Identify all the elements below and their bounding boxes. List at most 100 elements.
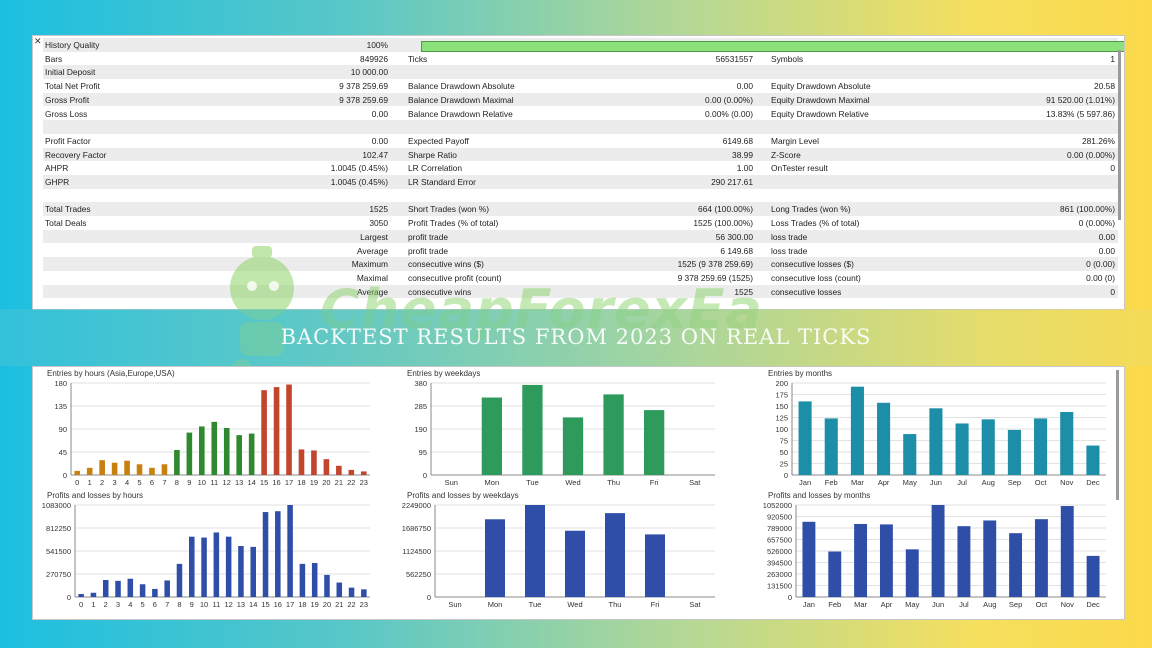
stat-value: Maximum	[351, 259, 388, 270]
x-tick-label: 0	[79, 600, 83, 609]
bar	[1060, 411, 1074, 475]
x-tick-label: 19	[310, 478, 318, 487]
stat-label: profit trade	[408, 231, 449, 242]
stat-value: 0.00	[736, 81, 753, 92]
y-tick-label: 135	[54, 402, 67, 411]
stat-value: 0.00 (0.00%)	[705, 94, 753, 105]
charts-panel: Entries by hours (Asia,Europe,USA) 0 45 90…	[32, 366, 1125, 620]
backtest-report-panel: ✕ History Quality 100% Bars 849926 Ticks 5653…	[32, 35, 1125, 310]
x-tick-label: Jul	[957, 478, 967, 487]
x-tick-label: 1	[91, 600, 95, 609]
x-tick-label: Oct	[1035, 478, 1048, 487]
x-tick-label: Oct	[1036, 600, 1049, 609]
stat-label: LR Standard Error	[408, 177, 476, 187]
bar	[361, 589, 367, 597]
bar	[236, 435, 242, 475]
bar	[481, 397, 502, 475]
stat-value: 0.00	[371, 135, 388, 146]
stat-label: Balance Drawdown Absolute	[408, 81, 515, 92]
stat-value: 0.00 (0.00%)	[1067, 149, 1115, 160]
x-tick-label: 23	[360, 478, 368, 487]
stat-value: 664 (100.00%)	[698, 204, 753, 215]
x-tick-label: 17	[285, 478, 293, 487]
stat-label: Gross Profit	[45, 94, 90, 105]
x-tick-label: 19	[311, 600, 319, 609]
stats-row: Profit Factor 0.00 Expected Payoff 6149.68 M…	[43, 134, 1118, 148]
stat-value: 0	[1110, 163, 1115, 174]
stat-label: Ticks	[408, 53, 428, 64]
bar	[174, 449, 180, 475]
x-tick-label: Sep	[1008, 478, 1021, 487]
bar	[1009, 533, 1023, 597]
y-tick-label: 180	[54, 379, 67, 388]
report-scrollbar[interactable]	[1118, 50, 1121, 220]
bar	[603, 394, 624, 475]
stat-label: Loss Trades (% of total)	[771, 218, 860, 229]
bar	[929, 408, 943, 475]
x-tick-label: Tue	[529, 600, 542, 609]
x-tick-label: 23	[360, 600, 368, 609]
bar	[981, 419, 995, 475]
bar	[854, 523, 868, 597]
stat-label: Balance Drawdown Maximal	[408, 94, 514, 105]
stat-value: 6 149.68	[720, 245, 753, 256]
bar	[161, 464, 168, 475]
y-tick-label: 1124500	[402, 547, 431, 556]
stat-value: Average	[356, 245, 388, 256]
y-tick-label: 175	[775, 391, 788, 400]
y-tick-label: 1686750	[402, 524, 431, 533]
chart-plot: 0 562250 1124500 1686750 2249000 Sun Mon Tue Wed…	[402, 501, 715, 609]
x-tick-label: 22	[347, 600, 355, 609]
bar	[248, 433, 255, 475]
stat-value: 1525 (9 378 259.69)	[677, 259, 753, 270]
stat-label: profit trade	[408, 245, 449, 256]
x-tick-label: 7	[162, 478, 166, 487]
y-tick-label: 125	[775, 414, 788, 423]
stat-value: 1.0045 (0.45%)	[330, 177, 388, 187]
bar	[983, 520, 997, 597]
y-tick-label: 45	[59, 448, 67, 457]
bar	[1034, 418, 1048, 475]
chart-plot: 0 95 190 285 380 Sun Mon Tue Wed Thu Fri Sat	[414, 379, 715, 487]
x-tick-label: Jan	[799, 478, 811, 487]
close-icon[interactable]: ✕	[34, 36, 42, 46]
x-tick-label: Mar	[851, 478, 864, 487]
bar	[828, 551, 842, 597]
y-tick-label: 90	[59, 425, 67, 434]
y-tick-label: 100	[775, 425, 788, 434]
x-tick-label: Sat	[689, 478, 701, 487]
bar	[1086, 445, 1100, 475]
x-tick-label: 13	[235, 478, 243, 487]
chart-profits-by-weekdays: Profits and losses by weekdays 0 562250 11…	[401, 491, 721, 611]
y-tick-label: 150	[775, 402, 788, 411]
x-tick-label: Sun	[445, 478, 458, 487]
x-tick-label: 20	[323, 600, 331, 609]
x-tick-label: 11	[212, 600, 220, 609]
y-tick-label: 394500	[767, 559, 792, 568]
stat-label: Balance Drawdown Relative	[408, 108, 513, 119]
bar	[1086, 555, 1100, 597]
x-tick-label: 0	[75, 478, 79, 487]
x-tick-label: Dec	[1086, 478, 1100, 487]
x-tick-label: 14	[247, 478, 255, 487]
stat-label: consecutive profit (count)	[408, 272, 502, 283]
x-tick-label: 8	[177, 600, 181, 609]
charts-scrollbar[interactable]	[1116, 370, 1119, 500]
stat-value: 1525 (100.00%)	[693, 218, 753, 229]
x-tick-label: 18	[298, 600, 306, 609]
x-tick-label: 17	[286, 600, 294, 609]
bar	[102, 580, 109, 597]
bar	[877, 402, 891, 475]
history-quality-bar	[421, 41, 1124, 52]
y-tick-label: 562250	[406, 570, 431, 579]
bar	[286, 384, 292, 475]
stat-label: Z-Score	[771, 149, 801, 160]
x-tick-label: 18	[297, 478, 305, 487]
bar	[223, 427, 230, 475]
stats-row: GHPR 1.0045 (0.45%) LR Standard Error 290 2…	[43, 175, 1118, 189]
stat-label: Equity Drawdown Relative	[771, 108, 869, 119]
stat-label: Equity Drawdown Absolute	[771, 81, 871, 92]
stat-label: Equity Drawdown Maximal	[771, 94, 870, 105]
bar	[262, 512, 269, 597]
